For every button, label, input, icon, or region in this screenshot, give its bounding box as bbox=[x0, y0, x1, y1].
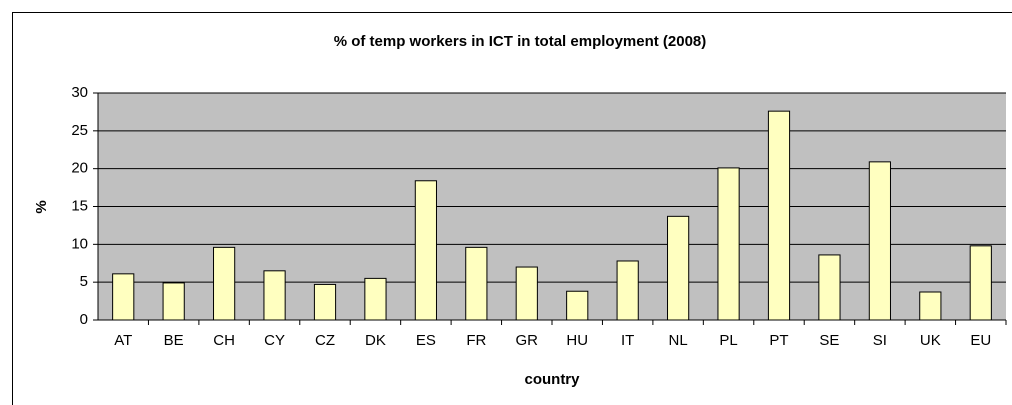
chart-title: % of temp workers in ICT in total employ… bbox=[334, 33, 707, 50]
y-tick-label: 20 bbox=[71, 160, 88, 177]
bar bbox=[414, 180, 437, 321]
x-tick-label: HU bbox=[566, 332, 588, 349]
bar bbox=[112, 273, 135, 321]
x-tick-label: DK bbox=[365, 332, 386, 349]
bar bbox=[162, 282, 185, 321]
x-tick-label: ES bbox=[416, 332, 436, 349]
y-tick-label: 30 bbox=[71, 84, 88, 101]
x-axis-label: country bbox=[524, 371, 580, 388]
x-tick-label: PL bbox=[719, 332, 737, 349]
bar bbox=[515, 266, 538, 321]
x-tick-label: IT bbox=[621, 332, 634, 349]
bar bbox=[717, 167, 740, 321]
bar bbox=[465, 246, 488, 321]
bar bbox=[313, 283, 337, 321]
x-tick-label: GR bbox=[516, 332, 539, 349]
bar bbox=[919, 291, 942, 321]
x-tick-label: BE bbox=[164, 332, 184, 349]
bar bbox=[868, 161, 891, 321]
bar bbox=[616, 260, 639, 321]
x-tick-label: AT bbox=[114, 332, 132, 349]
x-tick-label: SE bbox=[819, 332, 839, 349]
bar bbox=[969, 245, 992, 321]
bar bbox=[364, 277, 387, 321]
bar bbox=[566, 290, 589, 321]
x-tick-label: CH bbox=[213, 332, 235, 349]
bar bbox=[213, 246, 236, 321]
x-tick-label: CZ bbox=[315, 332, 335, 349]
x-tick-label: CY bbox=[264, 332, 285, 349]
y-tick-label: 0 bbox=[80, 311, 88, 328]
bar bbox=[263, 270, 286, 321]
x-tick-label: FR bbox=[466, 332, 486, 349]
x-tick-label: NL bbox=[669, 332, 688, 349]
bar bbox=[667, 215, 690, 321]
bar bbox=[767, 110, 791, 321]
y-axis-label: % bbox=[33, 200, 50, 213]
y-tick-label: 5 bbox=[80, 273, 88, 290]
y-tick-label: 25 bbox=[71, 122, 88, 139]
y-tick-label: 15 bbox=[71, 197, 88, 214]
x-tick-label: PT bbox=[769, 332, 788, 349]
x-tick-label: UK bbox=[920, 332, 941, 349]
y-tick-label: 10 bbox=[71, 235, 88, 252]
x-tick-label: SI bbox=[873, 332, 887, 349]
x-tick-label: EU bbox=[970, 332, 991, 349]
bar bbox=[818, 254, 841, 321]
